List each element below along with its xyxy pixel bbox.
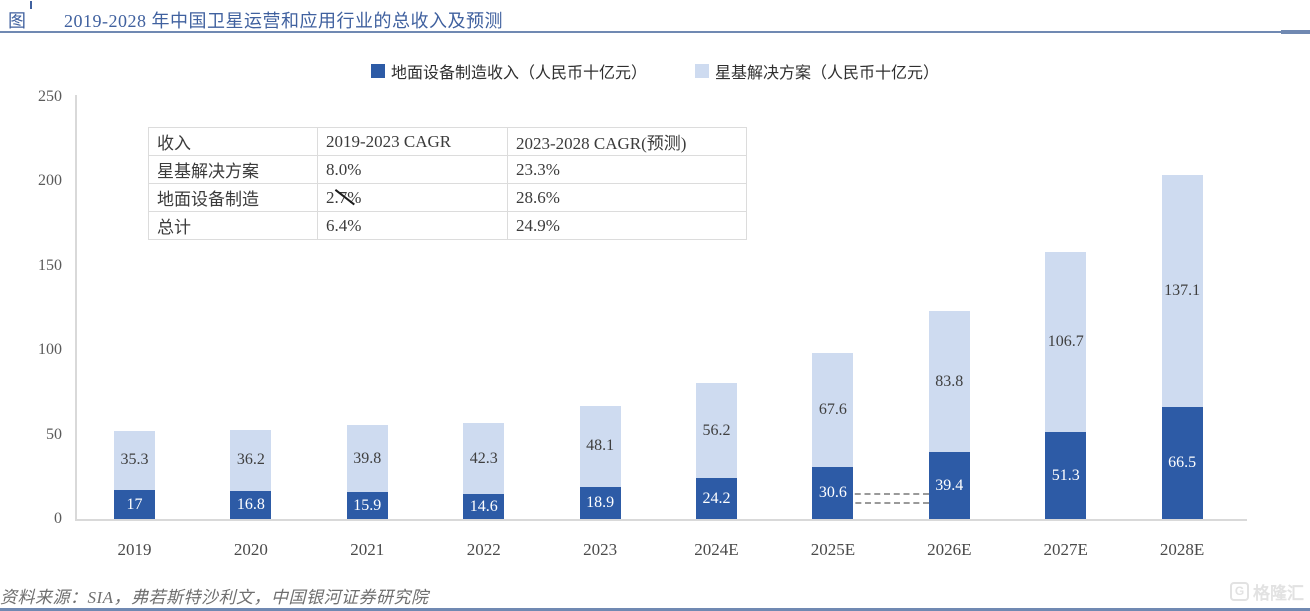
bar-value-label: 16.8 — [236, 495, 265, 513]
watermark: G 格隆汇 — [1230, 579, 1304, 604]
bar-segment-ground-equipment: 18.9 — [579, 487, 621, 519]
legend-swatch-icon — [370, 64, 385, 78]
source-note: 资料来源：SIA，弗若斯特沙利文，中国银河证券研究院 — [0, 588, 429, 607]
cagr-table-row: 总计 6.4% 24.9% — [148, 211, 747, 240]
bar-segment-ground-equipment: 66.5 — [1161, 406, 1203, 519]
cagr-table-header-row: 收入 2019-2023 CAGR 2023-2028 CAGR(预测) — [148, 127, 747, 156]
bottom-divider — [0, 608, 1310, 611]
bar-value-label: 35.3 — [120, 451, 149, 469]
bar-segment-satellite-solutions: 48.1 — [579, 405, 621, 488]
title-divider-stub — [1281, 30, 1310, 34]
bar-segment-satellite-solutions: 83.8 — [928, 311, 970, 453]
bar-segment-ground-equipment: 14.6 — [463, 494, 505, 519]
cagr-table-cell: 28.6% — [507, 183, 747, 212]
cagr-table-cell: 23.3% — [507, 155, 747, 184]
bar-value-label: 36.2 — [236, 451, 265, 469]
y-axis-tick-label: 200 — [38, 172, 62, 190]
cagr-table-row: 星基解决方案 8.0% 23.3% — [148, 155, 747, 184]
cagr-table-cell: 星基解决方案 — [148, 155, 318, 184]
bar-value-label: 48.1 — [586, 437, 615, 455]
legend-item-0: 地面设备制造收入（人民币十亿元） — [370, 59, 647, 83]
y-axis-tick-label: 50 — [46, 425, 62, 443]
cagr-table-cell: 总计 — [148, 211, 318, 240]
x-axis-category-label: 2027E — [1043, 540, 1088, 559]
annotation-dash-line — [845, 493, 929, 495]
x-axis-category-label: 2026E — [927, 540, 972, 559]
x-axis-line — [75, 519, 1247, 521]
x-axis-category-label: 2024E — [694, 540, 739, 559]
bar-value-label: 137.1 — [1164, 282, 1201, 300]
legend-swatch-icon — [695, 64, 709, 78]
bar-value-label: 106.7 — [1047, 333, 1084, 351]
x-axis-category-label: 2028E — [1159, 540, 1205, 559]
watermark-text: 格隆汇 — [1253, 584, 1304, 603]
cagr-table-cell: 8.0% — [317, 155, 508, 184]
cagr-table-cell: 收入 — [148, 127, 318, 156]
bar-value-label: 83.8 — [935, 372, 964, 390]
bar-segment-ground-equipment: 51.3 — [1045, 432, 1087, 519]
cagr-table-cell: 6.4% — [317, 211, 508, 240]
bar-segment-satellite-solutions: 42.3 — [463, 422, 505, 495]
y-axis-tick-label: 250 — [38, 88, 62, 105]
figure-title: 2019-2028 年中国卫星运营和应用行业的总收入及预测 — [64, 11, 503, 31]
y-axis-tick-label: 100 — [38, 341, 62, 359]
bar-value-label: 42.3 — [469, 449, 498, 467]
x-axis-category-label: 2023 — [583, 540, 618, 559]
y-axis-tick-label: 150 — [38, 256, 62, 274]
gelonghui-logo-icon: G — [1230, 582, 1249, 601]
bar-segment-satellite-solutions: 35.3 — [114, 430, 155, 491]
y-axis-tick-label: 0 — [54, 510, 62, 527]
bar-segment-satellite-solutions: 36.2 — [230, 429, 272, 491]
bar-value-label: 51.3 — [1051, 466, 1080, 484]
bar-value-label: 24.2 — [702, 489, 731, 507]
bar-value-label: 15.9 — [353, 496, 382, 514]
annotation-dash-line — [836, 502, 929, 504]
bar-value-label: 39.8 — [353, 449, 382, 467]
x-axis-category-label: 2021 — [350, 540, 385, 559]
bar-segment-ground-equipment: 39.4 — [928, 452, 970, 519]
figure-header: 图 2019-2028 年中国卫星运营和应用行业的总收入及预测 — [0, 1, 1310, 31]
legend-label: 星基解决方案（人民币十亿元） — [715, 65, 940, 82]
bar-segment-ground-equipment: 16.8 — [230, 490, 272, 519]
tick-mark — [30, 1, 32, 9]
legend-label: 地面设备制造收入（人民币十亿元） — [390, 65, 647, 82]
bar-value-label: 67.6 — [818, 401, 847, 419]
y-axis-line — [75, 95, 77, 520]
x-axis-category-label: 2022 — [466, 540, 501, 559]
bar-value-label: 30.6 — [818, 484, 847, 502]
x-axis-category-label: 2019 — [117, 540, 152, 559]
bar-segment-ground-equipment: 30.6 — [812, 467, 854, 519]
x-axis-category-label: 2020 — [233, 540, 268, 559]
bar-value-label: 66.5 — [1168, 453, 1197, 471]
bar-value-label: 56.2 — [702, 421, 731, 439]
bar-segment-satellite-solutions: 56.2 — [696, 383, 737, 479]
cagr-table-cell: 24.9% — [507, 211, 747, 240]
bar-segment-satellite-solutions: 106.7 — [1045, 252, 1087, 433]
cagr-table-cell: 2.7% — [317, 183, 508, 212]
chart-legend: 地面设备制造收入（人民币十亿元） 星基解决方案（人民币十亿元） — [0, 59, 1310, 83]
bar-segment-ground-equipment: 24.2 — [696, 478, 737, 519]
cagr-table-cell: 2019-2023 CAGR — [317, 127, 508, 156]
bar-segment-satellite-solutions: 39.8 — [346, 424, 388, 493]
title-divider — [0, 31, 1282, 33]
bar-value-label: 17 — [126, 495, 143, 513]
cagr-table-cell: 地面设备制造 — [148, 183, 318, 212]
cagr-table: 收入 2019-2023 CAGR 2023-2028 CAGR(预测) 星基解决方案… — [148, 127, 747, 240]
bar-value-label: 18.9 — [586, 494, 615, 512]
bar-segment-satellite-solutions: 67.6 — [812, 353, 854, 468]
bar-segment-satellite-solutions: 137.1 — [1161, 175, 1203, 407]
legend-item-1: 星基解决方案（人民币十亿元） — [695, 59, 939, 83]
bar-value-label: 39.4 — [935, 476, 964, 494]
bar-segment-ground-equipment: 17 — [114, 490, 155, 519]
cagr-table-cell: 2023-2028 CAGR(预测) — [507, 127, 747, 156]
x-axis-category-label: 2025E — [810, 540, 856, 559]
bar-segment-ground-equipment: 15.9 — [346, 492, 388, 519]
cagr-table-row: 地面设备制造 2.7% 28.6% — [148, 183, 747, 212]
figure-label: 图 — [8, 11, 26, 31]
bar-value-label: 14.6 — [469, 497, 498, 515]
